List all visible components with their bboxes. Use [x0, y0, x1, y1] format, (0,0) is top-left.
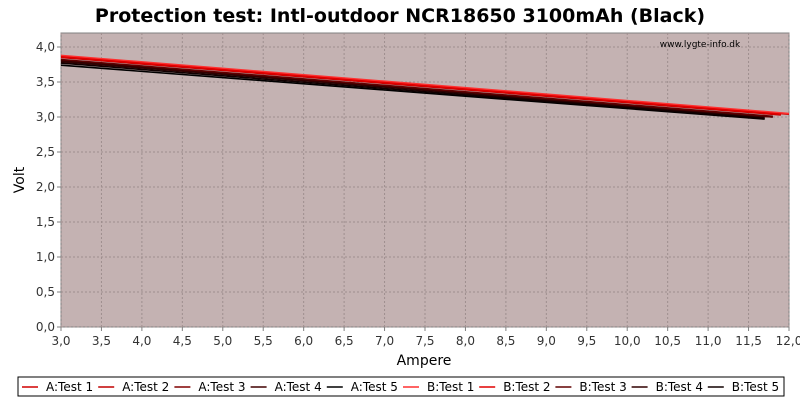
series-line-6 [60, 54, 790, 115]
x-tick-label: 8,0 [456, 334, 475, 348]
y-tick-label: 1,0 [36, 250, 55, 264]
legend-label: B:Test 1 [427, 380, 474, 394]
x-tick-label: 12,0 [776, 334, 800, 348]
series-line-10 [60, 62, 765, 120]
y-tick-label: 3,0 [36, 110, 55, 124]
y-tick-label: 0,0 [36, 320, 55, 334]
x-tick-label: 3,5 [92, 334, 111, 348]
x-tick-label: 11,0 [695, 334, 722, 348]
legend-label: A:Test 3 [198, 380, 245, 394]
x-tick-label: 5,5 [254, 334, 273, 348]
chart-title: Protection test: Intl-outdoor NCR18650 3… [95, 5, 705, 27]
y-tick-label: 4,0 [36, 40, 55, 54]
x-tick-label: 4,5 [173, 334, 192, 348]
legend-box [17, 376, 785, 397]
y-tick-label: 2,5 [36, 145, 55, 159]
x-tick-label: 6,0 [294, 334, 313, 348]
x-tick-label: 6,5 [335, 334, 354, 348]
y-tick-label: 1,5 [36, 215, 55, 229]
x-axis-label: Ampere [397, 353, 452, 369]
series-lines [60, 54, 790, 120]
x-tick-label: 9,0 [537, 334, 556, 348]
legend-label: B:Test 4 [656, 380, 703, 394]
x-axis: 3,0 3,5 4,0 4,5 5,0 5,5 6,0 6,5 7,0 7,5 8,0 8,5 9,0 9… [51, 327, 800, 348]
legend-label: B:Test 2 [503, 380, 550, 394]
x-tick-label: 5,0 [213, 334, 232, 348]
legend-label: B:Test 3 [579, 380, 626, 394]
grid [60, 33, 790, 328]
x-tick-label: 9,5 [577, 334, 596, 348]
series-line-8 [60, 58, 773, 118]
legend-label: B:Test 5 [732, 380, 779, 394]
legend: A:Test 1 A:Test 2 A:Test 3 A:Test 4 A:Test 5… [22, 380, 779, 394]
legend-label: A:Test 4 [275, 380, 322, 394]
x-tick-label: 4,0 [132, 334, 151, 348]
y-axis-label: Volt [12, 166, 28, 193]
legend-label: A:Test 1 [46, 380, 93, 394]
x-tick-label: 3,0 [51, 334, 70, 348]
x-tick-label: 7,5 [415, 334, 434, 348]
x-tick-label: 10,5 [654, 334, 681, 348]
y-tick-label: 3,5 [36, 75, 55, 89]
legend-label: A:Test 5 [351, 380, 398, 394]
watermark: www.lygte-info.dk [660, 40, 741, 50]
y-axis: 0,0 0,5 1,0 1,5 2,0 2,5 3,0 3,5 4,0 [36, 40, 61, 334]
x-tick-label: 8,5 [496, 334, 515, 348]
series-line-9 [60, 60, 765, 119]
x-tick-label: 10,0 [614, 334, 641, 348]
y-tick-label: 2,0 [36, 180, 55, 194]
series-line-7 [60, 56, 781, 115]
series-line-5 [60, 64, 765, 120]
x-tick-label: 11,5 [735, 334, 762, 348]
legend-label: A:Test 2 [122, 380, 169, 394]
y-tick-label: 0,5 [36, 285, 55, 299]
x-tick-label: 7,0 [375, 334, 394, 348]
